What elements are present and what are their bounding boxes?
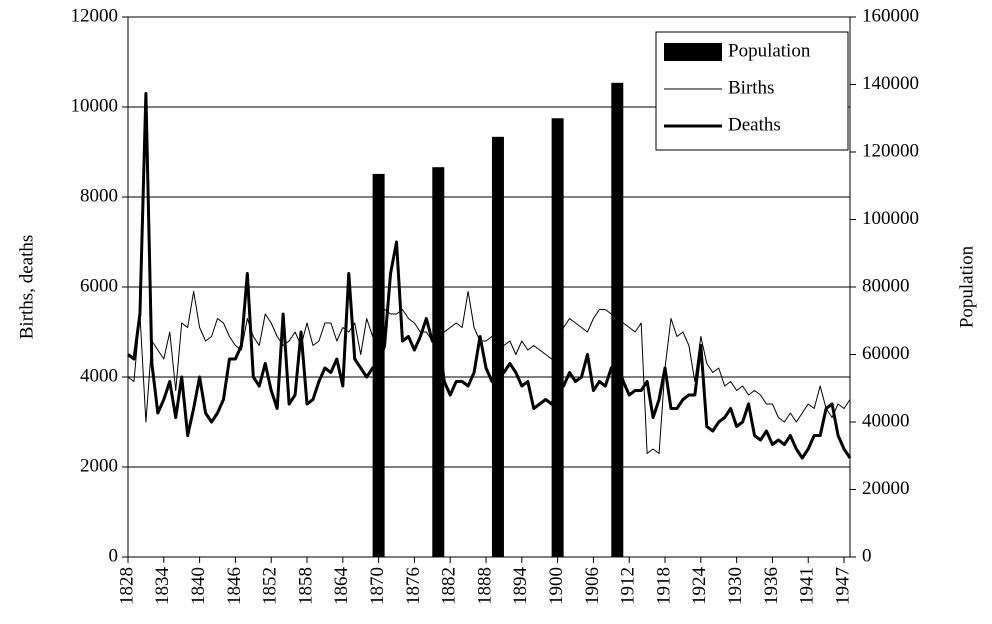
x-tick-label: 1900: [546, 567, 567, 605]
x-tick-label: 1876: [403, 567, 424, 605]
x-tick-label: 1941: [797, 567, 818, 605]
y-tick-label: 2000: [80, 455, 118, 476]
y2-tick-label: 20000: [862, 478, 910, 499]
y-tick-label: 12000: [71, 5, 119, 26]
y-tick-label: 4000: [80, 365, 118, 386]
x-tick-label: 1864: [331, 567, 352, 606]
x-tick-label: 1834: [152, 567, 173, 606]
y2-tick-label: 160000: [862, 5, 919, 26]
y2-axis-title: Population: [956, 245, 977, 328]
x-tick-label: 1894: [510, 567, 531, 606]
y-tick-label: 0: [109, 545, 119, 566]
legend-label: Population: [728, 40, 811, 61]
legend-label: Deaths: [728, 114, 781, 135]
bar: [432, 167, 445, 557]
x-tick-label: 1918: [653, 567, 674, 605]
x-tick-label: 1947: [832, 567, 853, 605]
y2-tick-label: 80000: [862, 275, 910, 296]
y2-tick-label: 140000: [862, 73, 919, 94]
bar: [372, 173, 385, 557]
y2-tick-label: 60000: [862, 343, 910, 364]
x-tick-label: 1870: [367, 567, 388, 605]
bar: [551, 118, 564, 557]
x-tick-label: 1936: [761, 567, 782, 605]
line: [127, 291, 851, 454]
x-tick-label: 1906: [582, 567, 603, 605]
y2-tick-label: 40000: [862, 410, 910, 431]
x-tick-label: 1858: [295, 567, 316, 605]
x-tick-label: 1840: [188, 567, 209, 605]
line: [127, 92, 852, 460]
x-tick-label: 1828: [116, 567, 137, 605]
y-axis-title: Births, deaths: [16, 235, 37, 340]
legend-label: Births: [728, 77, 774, 98]
x-tick-label: 1912: [618, 567, 639, 605]
y2-tick-label: 120000: [862, 140, 919, 161]
x-tick-label: 1846: [224, 567, 245, 605]
x-tick-label: 1930: [725, 567, 746, 605]
x-tick-label: 1852: [260, 567, 281, 605]
y-tick-label: 10000: [71, 95, 119, 116]
bar: [491, 136, 504, 557]
bar: [611, 82, 624, 557]
x-tick-label: 1888: [474, 567, 495, 605]
y-tick-label: 8000: [80, 185, 118, 206]
y2-tick-label: 100000: [862, 208, 919, 229]
legend-swatch: [664, 43, 722, 61]
x-tick-label: 1924: [689, 567, 710, 606]
y2-tick-label: 0: [862, 545, 872, 566]
x-tick-label: 1882: [439, 567, 460, 605]
y-tick-label: 6000: [80, 275, 118, 296]
